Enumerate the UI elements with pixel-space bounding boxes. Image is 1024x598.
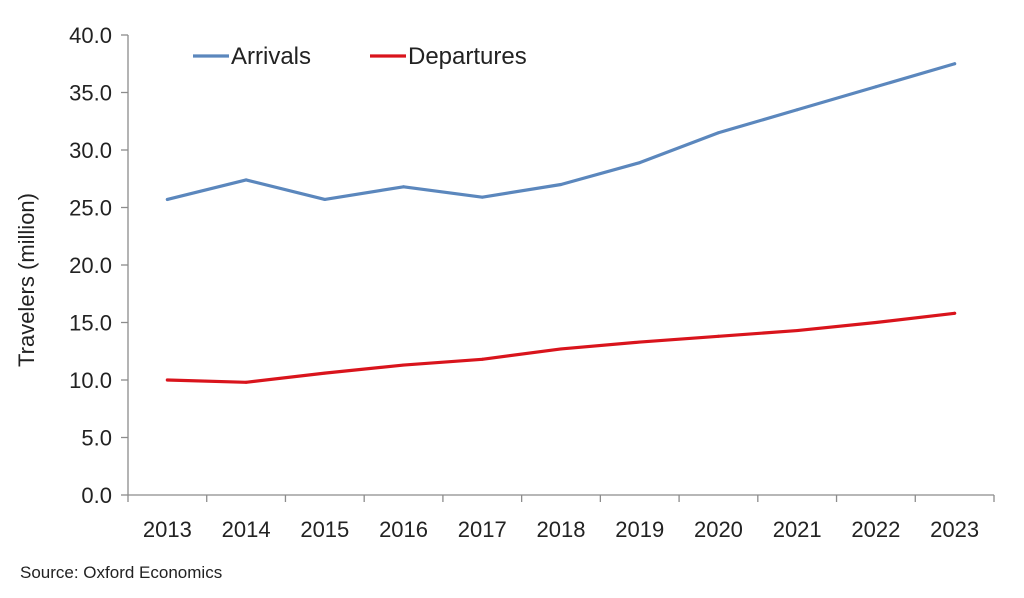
data-point-arrivals [716,131,720,135]
x-tick-label: 2023 [930,517,979,542]
axes: 0.0 5.0 10.0 15.0 20.0 25.0 30.0 35.0 40.0 2013 20… [69,23,995,542]
x-tick-label: 2020 [694,517,743,542]
data-point-departures [795,329,799,333]
y-tick-label: 40.0 [69,23,112,48]
y-tick-label: 20.0 [69,253,112,278]
x-tick-label: 2019 [615,517,664,542]
data-point-departures [874,321,878,324]
data-point-departures [480,357,484,361]
data-point-arrivals [953,62,957,66]
x-tick-label: 2022 [851,517,900,542]
y-tick-label: 30.0 [69,138,112,163]
x-tick-label: 2021 [773,517,822,542]
y-tick-label: 10.0 [69,368,112,393]
x-tick-label: 2013 [143,517,192,542]
data-point-arrivals [480,195,484,199]
legend: Arrivals Departures [193,43,527,70]
y-tick-label: 25.0 [69,196,112,221]
data-point-arrivals [874,85,878,89]
series-line-arrivals [165,62,957,202]
data-point-arrivals [165,197,169,201]
y-tick-label: 15.0 [69,311,112,336]
x-tick-label: 2015 [300,517,349,542]
data-point-arrivals [402,185,406,189]
source-note: Source: Oxford Economics [20,563,223,582]
x-tick-label: 2017 [458,517,507,542]
data-point-departures [716,334,720,338]
data-point-departures [323,371,327,375]
y-axis-title: Travelers (million) [14,193,39,367]
data-point-departures [953,311,957,315]
y-tick-label: 0.0 [81,483,112,508]
data-point-arrivals [638,161,642,165]
legend-label-departures: Departures [408,43,527,70]
y-tick-label: 5.0 [81,426,112,451]
data-point-departures [165,378,169,382]
x-tick-label: 2014 [222,517,271,542]
y-tick-label: 35.0 [69,81,112,106]
x-tick-label: 2016 [379,517,428,542]
data-point-arrivals [559,183,563,186]
data-point-departures [244,380,248,384]
data-point-departures [402,363,406,367]
series-lines [165,62,957,384]
x-tick-label: 2018 [537,517,586,542]
data-point-departures [638,340,642,344]
data-point-arrivals [323,197,327,201]
legend-label-arrivals: Arrivals [231,43,311,70]
data-point-arrivals [244,178,248,182]
data-point-departures [559,347,563,351]
data-point-arrivals [795,108,799,112]
